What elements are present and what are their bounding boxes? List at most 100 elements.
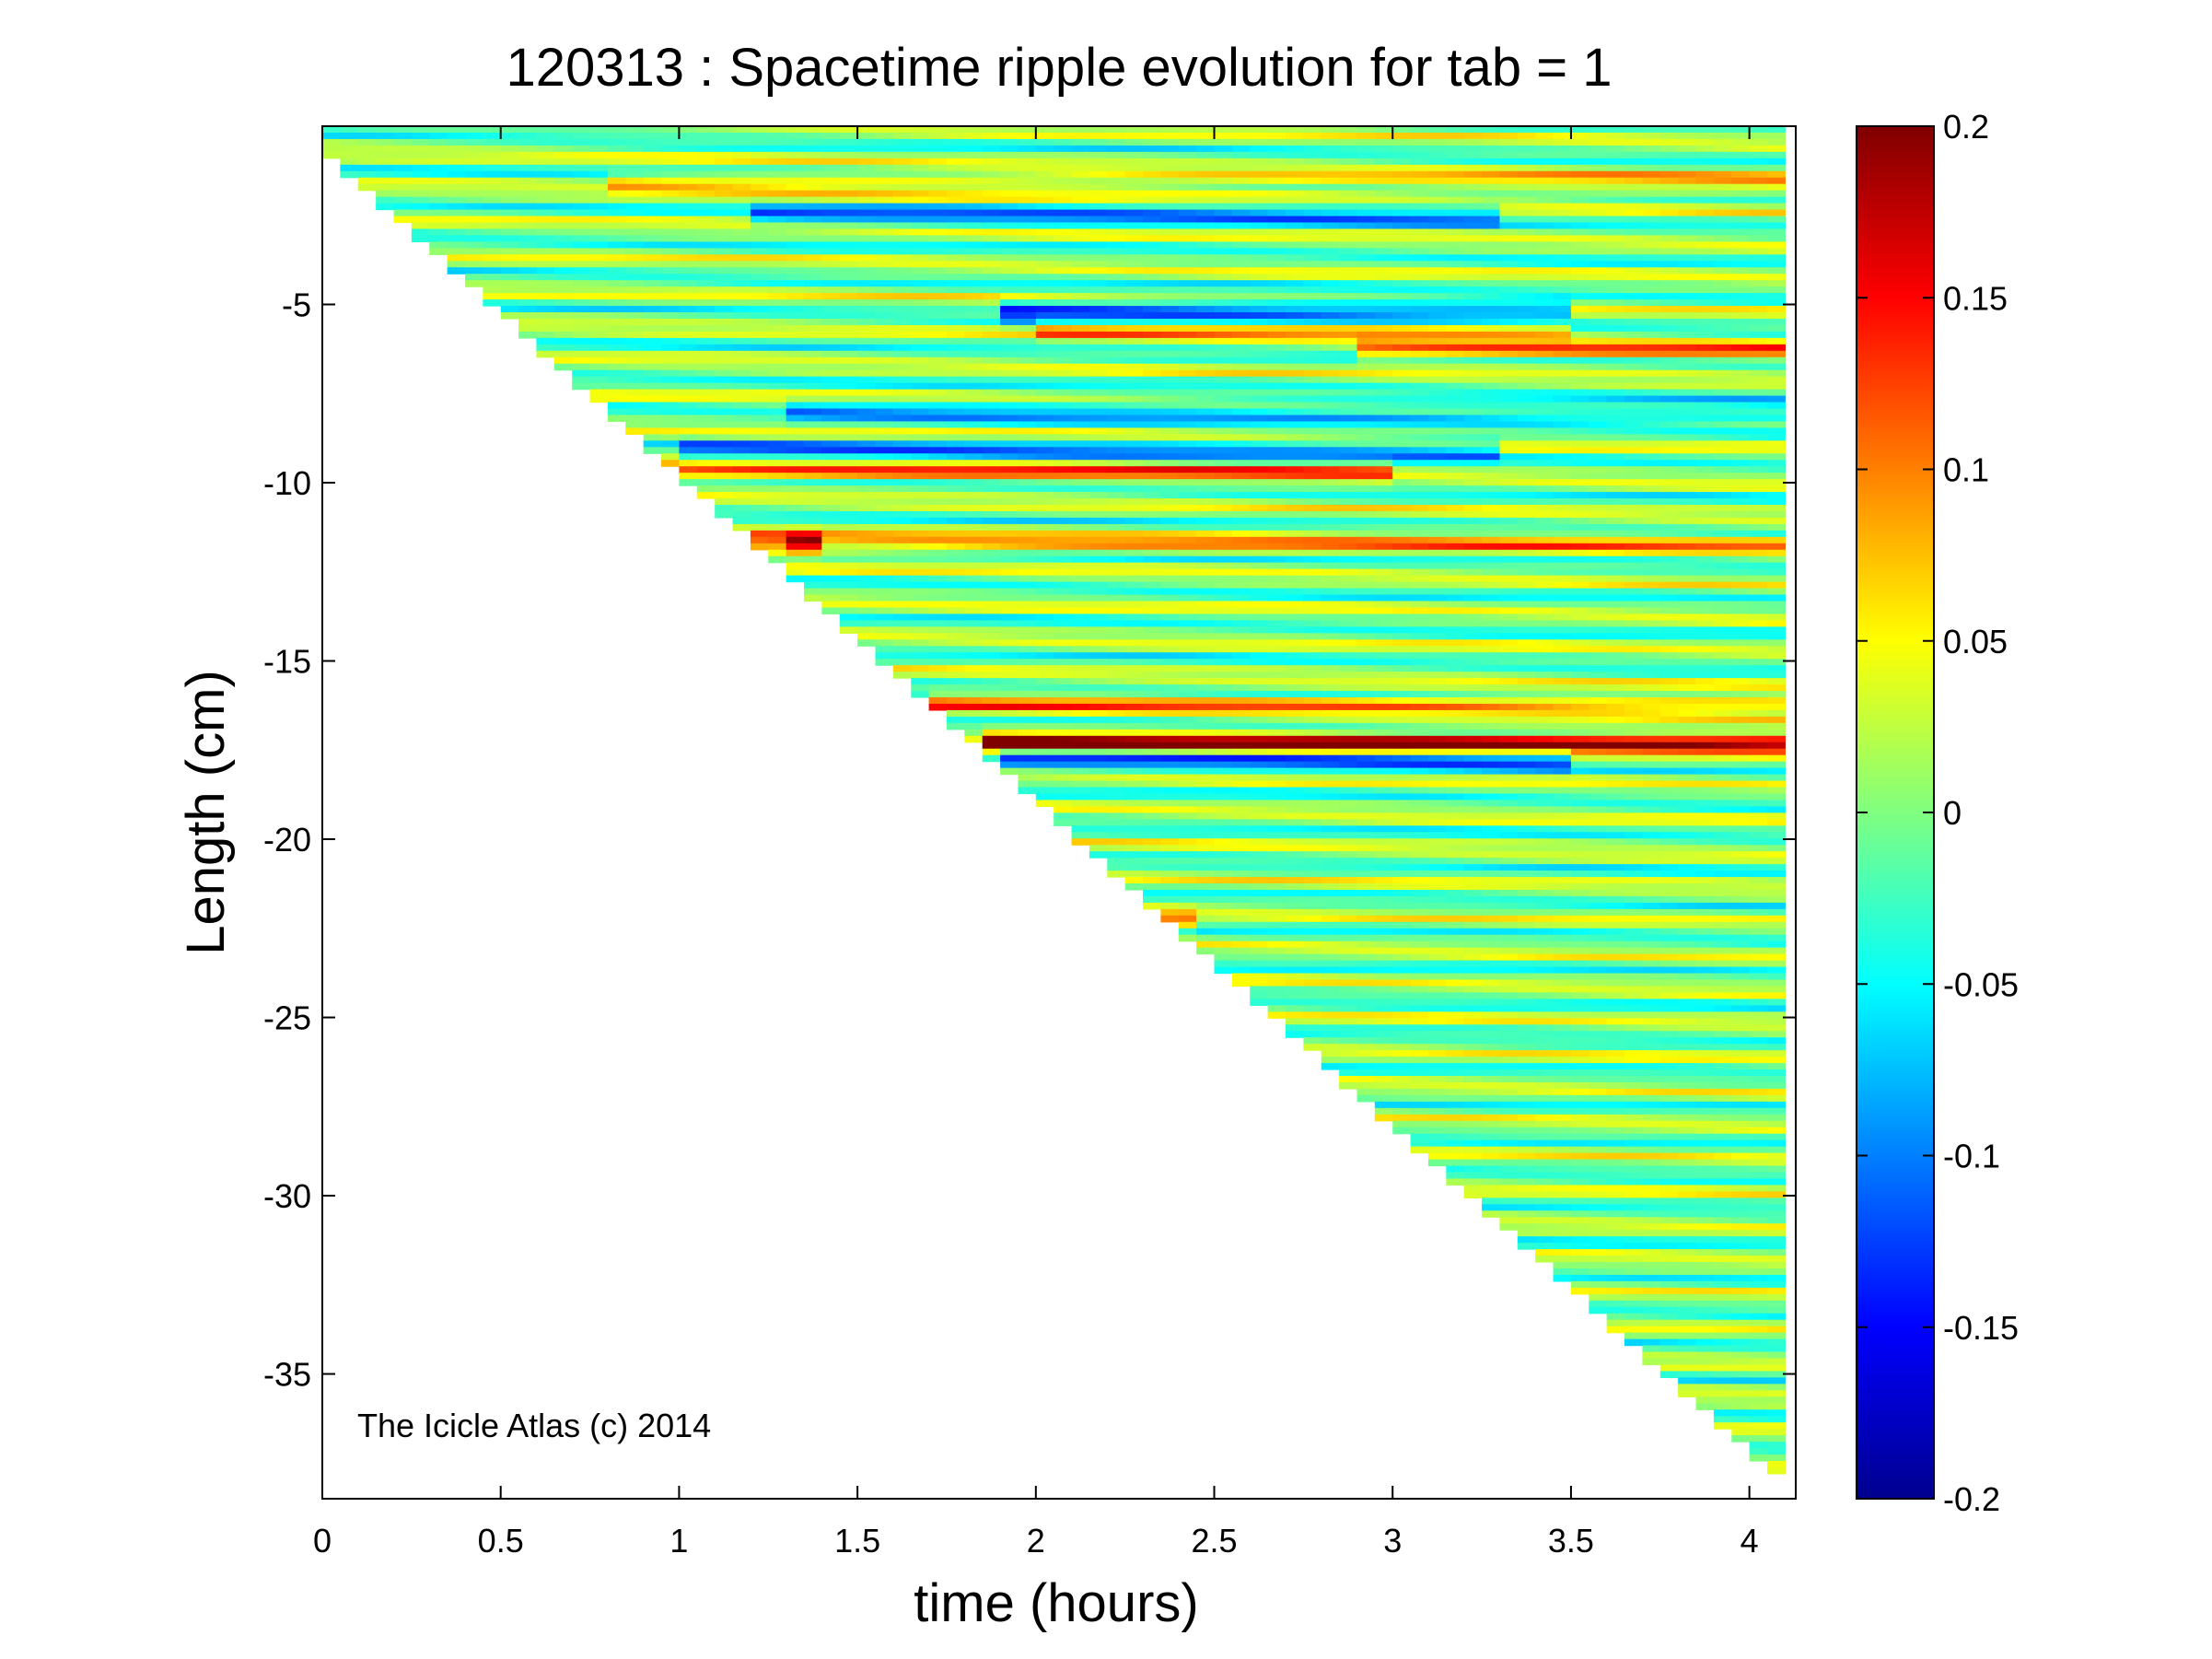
heatmap-cell bbox=[1356, 549, 1376, 557]
heatmap-cell bbox=[1035, 696, 1054, 705]
heatmap-cell bbox=[1286, 434, 1304, 441]
heatmap-cell bbox=[1124, 652, 1144, 660]
heatmap-cell bbox=[1267, 460, 1286, 467]
heatmap-cell bbox=[1214, 696, 1233, 705]
heatmap-cell bbox=[483, 158, 502, 166]
heatmap-cell bbox=[1231, 601, 1251, 609]
heatmap-cell bbox=[625, 369, 645, 378]
heatmap-cell bbox=[625, 235, 645, 242]
heatmap-cell bbox=[911, 581, 930, 590]
heatmap-cell bbox=[1071, 306, 1090, 313]
heatmap-cell bbox=[732, 523, 751, 532]
heatmap-cell bbox=[750, 203, 769, 211]
heatmap-cell bbox=[1303, 248, 1322, 255]
heatmap-cell bbox=[1231, 241, 1251, 249]
heatmap-cell bbox=[1107, 838, 1126, 846]
heatmap-cell bbox=[892, 415, 912, 423]
heatmap-cell bbox=[1231, 973, 1251, 981]
heatmap-cell bbox=[1267, 209, 1286, 217]
heatmap-cell bbox=[1321, 691, 1340, 698]
heatmap-cell bbox=[1250, 659, 1269, 666]
heatmap-cell bbox=[1054, 633, 1073, 640]
heatmap-cell bbox=[892, 261, 912, 268]
heatmap-cell bbox=[1000, 241, 1019, 249]
heatmap-cell bbox=[1071, 318, 1090, 326]
heatmap-cell bbox=[1374, 402, 1393, 410]
heatmap-cell bbox=[1374, 228, 1393, 237]
heatmap-cell bbox=[1214, 299, 1233, 307]
heatmap-cell bbox=[1178, 447, 1197, 454]
heatmap-cell bbox=[1356, 1081, 1376, 1090]
heatmap-cell bbox=[1107, 183, 1126, 192]
heatmap-cell bbox=[589, 286, 609, 294]
heatmap-cell bbox=[429, 170, 448, 179]
heatmap-cell bbox=[1410, 274, 1429, 281]
heatmap-cell bbox=[1231, 678, 1251, 685]
heatmap-cell bbox=[1160, 447, 1180, 454]
heatmap-cell bbox=[1392, 883, 1412, 891]
heatmap-cell bbox=[732, 170, 751, 179]
heatmap-cell bbox=[1143, 729, 1162, 737]
heatmap-cell bbox=[429, 203, 448, 211]
heatmap-cell bbox=[1107, 742, 1126, 750]
heatmap-cell bbox=[946, 248, 965, 255]
heatmap-cell bbox=[553, 356, 573, 365]
heatmap-cell bbox=[1035, 748, 1054, 756]
heatmap-cell bbox=[1303, 555, 1322, 564]
heatmap-cell bbox=[1089, 607, 1108, 615]
heatmap-cell bbox=[1286, 940, 1304, 949]
heatmap-cell bbox=[964, 665, 984, 672]
heatmap-cell bbox=[1392, 498, 1412, 506]
heatmap-cell bbox=[500, 241, 519, 249]
heatmap-cell bbox=[1356, 966, 1376, 975]
heatmap-cell bbox=[1374, 241, 1393, 249]
heatmap-cell bbox=[553, 286, 573, 294]
heatmap-cell bbox=[607, 241, 626, 249]
heatmap-cell bbox=[464, 203, 483, 211]
heatmap-cell bbox=[572, 337, 591, 345]
heatmap-cell bbox=[607, 151, 626, 159]
heatmap-cell bbox=[750, 523, 769, 532]
heatmap-cell bbox=[607, 183, 626, 192]
heatmap-cell bbox=[750, 267, 769, 275]
heatmap-cell bbox=[483, 151, 502, 159]
heatmap-cell bbox=[1054, 222, 1073, 230]
heatmap-cell bbox=[1303, 793, 1322, 801]
heatmap-cell bbox=[376, 164, 395, 172]
heatmap-cell bbox=[1410, 254, 1429, 262]
heatmap-cell bbox=[1214, 312, 1233, 320]
heatmap-cell bbox=[1214, 672, 1233, 679]
heatmap-cell bbox=[1374, 870, 1393, 878]
heatmap-cell bbox=[1160, 555, 1180, 564]
heatmap-cell bbox=[589, 228, 609, 237]
heatmap-cell bbox=[1018, 306, 1037, 313]
heatmap-cell bbox=[804, 363, 822, 371]
heatmap-cell bbox=[1321, 350, 1340, 358]
heatmap-cell bbox=[340, 151, 359, 159]
heatmap-cell bbox=[732, 158, 751, 166]
heatmap-cell bbox=[1374, 1057, 1393, 1064]
heatmap-cell bbox=[804, 485, 822, 493]
heatmap-cell bbox=[1214, 780, 1233, 789]
heatmap-cell bbox=[1018, 510, 1037, 519]
heatmap-cell bbox=[1035, 684, 1054, 692]
heatmap-cell bbox=[1392, 138, 1412, 146]
heatmap-cell bbox=[928, 613, 948, 621]
heatmap-cell bbox=[1124, 691, 1144, 698]
heatmap-cell bbox=[1356, 466, 1376, 473]
heatmap-cell bbox=[892, 306, 912, 313]
heatmap-cell bbox=[1018, 588, 1037, 596]
heatmap-cell bbox=[1321, 241, 1340, 249]
heatmap-cell bbox=[1035, 145, 1054, 153]
heatmap-cell bbox=[1178, 402, 1197, 410]
heatmap-cell bbox=[1000, 549, 1019, 557]
heatmap-cell bbox=[964, 389, 984, 397]
heatmap-cell bbox=[1286, 235, 1304, 242]
heatmap-cell bbox=[928, 691, 948, 698]
heatmap-cell bbox=[1321, 864, 1340, 871]
heatmap-cell bbox=[429, 241, 448, 249]
heatmap-cell bbox=[1143, 883, 1162, 891]
heatmap-cell bbox=[1160, 858, 1180, 865]
heatmap-cell bbox=[1214, 158, 1233, 166]
heatmap-cell bbox=[1107, 203, 1126, 211]
